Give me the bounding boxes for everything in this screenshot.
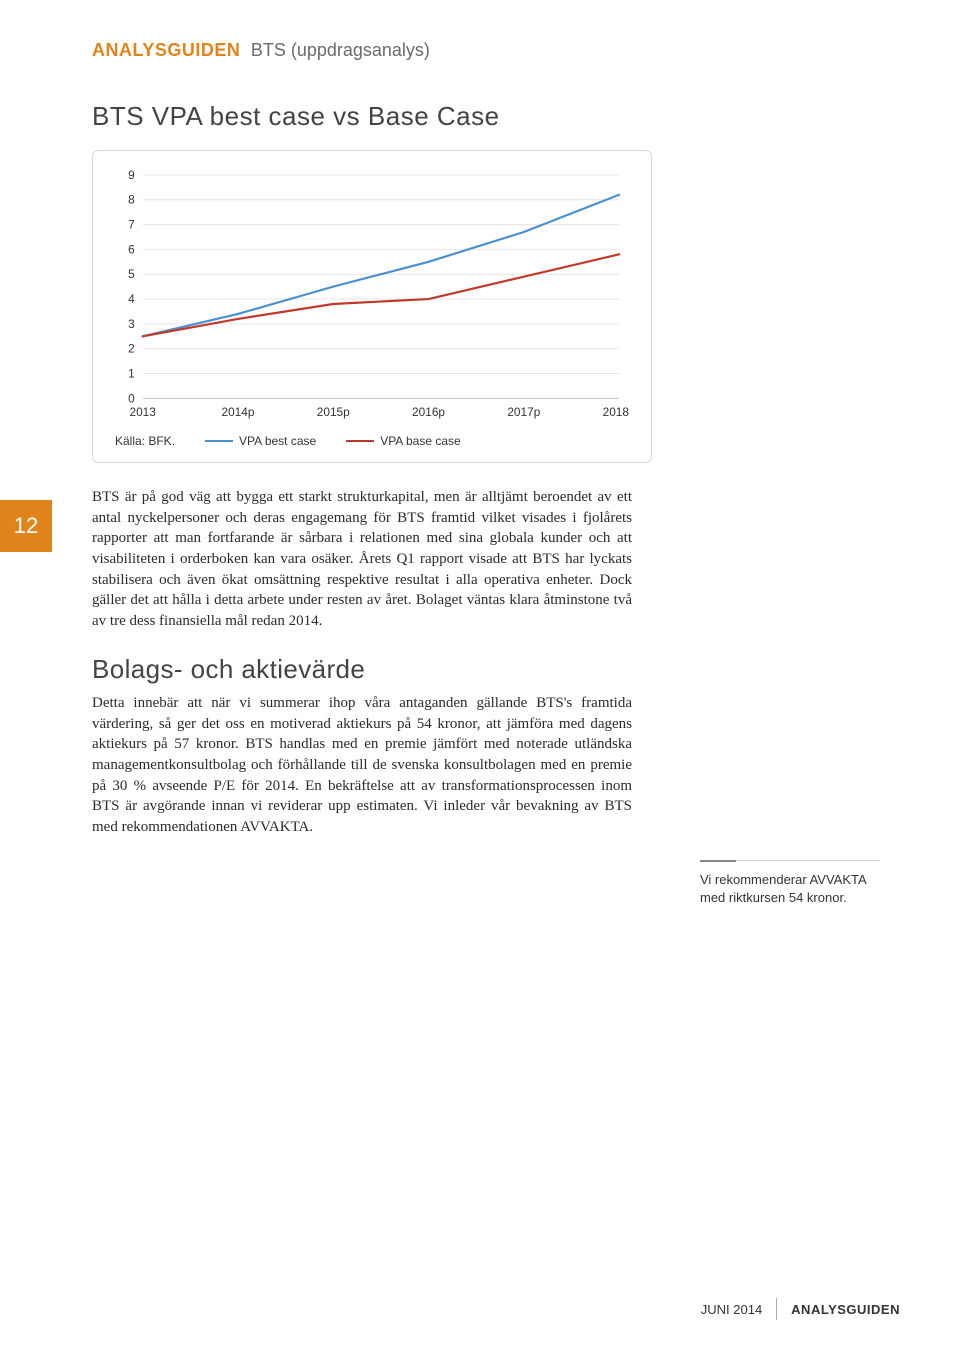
svg-text:2013: 2013 (129, 405, 156, 419)
header-brand: ANALYSGUIDEN (92, 40, 240, 60)
chart-footer: Källa: BFK. VPA best case VPA base case (115, 434, 629, 448)
svg-text:7: 7 (128, 218, 135, 232)
sidebar-recommendation: Vi rekommenderar AVVAKTA med riktkursen … (700, 860, 880, 907)
page-footer: JUNI 2014 ANALYSGUIDEN (701, 1298, 900, 1320)
chart-section: BTS VPA best case vs Base Case 0 1 2 3 4 5 6 7 8… (92, 101, 652, 463)
footer-date: JUNI 2014 (701, 1302, 762, 1317)
chart-source: Källa: BFK. (115, 434, 175, 448)
paragraph-1: BTS är på god väg att bygga ett starkt s… (92, 487, 632, 632)
svg-text:6: 6 (128, 242, 135, 256)
page-number-badge: 12 (0, 500, 52, 552)
header-subtitle: BTS (uppdragsanalys) (251, 40, 430, 60)
svg-text:2: 2 (128, 342, 135, 356)
chart-container: 012345678920132014p2015p2016p2017p2018p … (92, 150, 652, 463)
svg-text:2017p: 2017p (507, 405, 540, 419)
legend-item-best: VPA best case (205, 434, 316, 448)
footer-divider (776, 1298, 777, 1320)
page-header: ANALYSGUIDEN BTS (uppdragsanalys) (0, 0, 960, 61)
legend-label-base: VPA base case (380, 434, 461, 448)
svg-text:2018p: 2018p (603, 405, 629, 419)
svg-text:4: 4 (128, 292, 135, 306)
svg-text:2015p: 2015p (317, 405, 350, 419)
section-heading: Bolags- och aktievärde (92, 654, 960, 685)
legend-swatch-best (205, 440, 233, 443)
legend-item-base: VPA base case (346, 434, 461, 448)
svg-text:1: 1 (128, 366, 135, 380)
svg-text:3: 3 (128, 317, 135, 331)
svg-text:0: 0 (128, 391, 135, 405)
chart-title: BTS VPA best case vs Base Case (92, 101, 652, 132)
line-chart: 0 1 2 3 4 5 6 7 8 9 2013 2014p 2015p 2016p 2017p 2018p (115, 169, 629, 426)
svg-text:5: 5 (128, 267, 135, 281)
svg-text:2014p: 2014p (221, 405, 254, 419)
paragraph-2: Detta innebär att när vi summerar ihop v… (92, 693, 632, 838)
legend-label-best: VPA best case (239, 434, 316, 448)
svg-text:2016p: 2016p (412, 405, 445, 419)
footer-brand: ANALYSGUIDEN (791, 1302, 900, 1317)
legend-swatch-base (346, 440, 374, 443)
svg-text:9: 9 (128, 169, 135, 182)
svg-text:8: 8 (128, 193, 135, 207)
